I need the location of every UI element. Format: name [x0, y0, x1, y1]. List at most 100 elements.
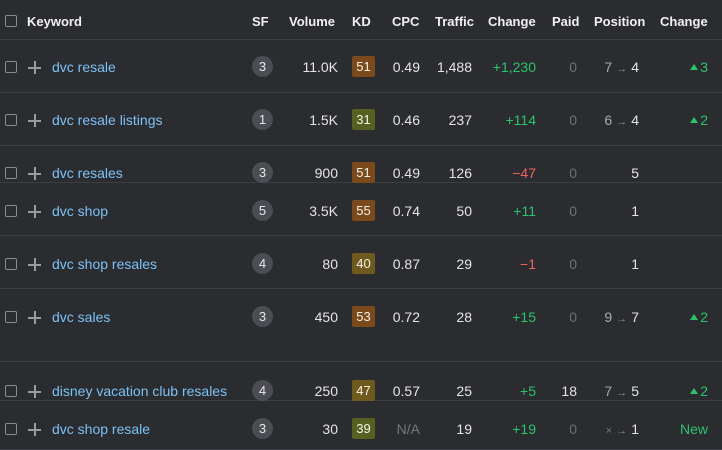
traffic-value: 19	[456, 421, 472, 437]
serp-features-badge[interactable]: 3	[252, 162, 273, 183]
traffic-change-value: +19	[512, 421, 536, 437]
volume-value: 30	[322, 421, 338, 437]
paid-value: 0	[569, 256, 577, 272]
volume-value: 250	[314, 383, 338, 399]
keyword-link[interactable]: dvc shop	[52, 203, 109, 219]
keyword-link[interactable]: dvc resales	[52, 165, 123, 181]
traffic-value: 28	[456, 309, 472, 325]
arrow-right-icon: →	[616, 425, 628, 437]
keyword-link[interactable]: dvc shop resale	[52, 421, 151, 437]
add-keyword-icon[interactable]	[28, 205, 41, 218]
serp-features-badge[interactable]: 3	[252, 56, 273, 77]
traffic-value: 25	[456, 383, 472, 399]
position-change-value: 2	[690, 309, 708, 325]
cpc-value: N/A	[396, 421, 420, 437]
serp-features-badge[interactable]: 3	[252, 418, 273, 439]
position-value: 6 → 4	[604, 112, 639, 128]
kd-badge: 55	[352, 200, 375, 221]
table-row: disney vacation club resales 4 250 47 0.57 25…	[0, 362, 722, 401]
kd-badge: 51	[352, 56, 375, 77]
traffic-change-value: +114	[505, 112, 537, 128]
arrow-up-icon	[690, 64, 699, 70]
serp-features-badge[interactable]: 4	[252, 380, 273, 401]
cpc-value: 0.46	[392, 112, 420, 128]
arrow-right-icon: →	[616, 63, 628, 75]
add-keyword-icon[interactable]	[28, 423, 41, 436]
keyword-link[interactable]: dvc sales	[52, 309, 111, 325]
row-checkbox[interactable]	[5, 258, 17, 270]
header-position[interactable]: Position	[594, 14, 646, 29]
paid-value: 0	[569, 112, 577, 128]
cpc-value: 0.49	[392, 165, 420, 181]
kd-badge: 31	[352, 109, 375, 130]
keyword-link[interactable]: disney vacation club resales	[52, 383, 228, 399]
header-change[interactable]: Change	[488, 14, 536, 29]
add-keyword-icon[interactable]	[28, 385, 41, 398]
traffic-value: 1,488	[436, 59, 472, 75]
row-checkbox[interactable]	[5, 423, 17, 435]
kd-badge: 40	[352, 253, 375, 274]
position-value: 7 → 4	[604, 59, 639, 75]
row-checkbox[interactable]	[5, 61, 17, 73]
arrow-up-icon	[690, 388, 699, 394]
header-volume[interactable]: Volume	[289, 14, 335, 29]
header-traffic[interactable]: Traffic	[435, 14, 475, 29]
traffic-change-value: +5	[520, 383, 536, 399]
volume-value: 900	[314, 165, 338, 181]
volume-value: 1.5K	[309, 112, 338, 128]
position-value: 1	[631, 203, 639, 219]
paid-value: 0	[569, 59, 577, 75]
position-change-value: New	[679, 421, 708, 437]
header-paid[interactable]: Paid	[552, 14, 580, 29]
header-cpc[interactable]: CPC	[392, 14, 420, 29]
add-keyword-icon[interactable]	[28, 311, 41, 324]
serp-features-badge[interactable]: 1	[252, 109, 273, 130]
paid-value: 0	[569, 309, 577, 325]
volume-value: 3.5K	[309, 203, 338, 219]
kd-badge: 39	[352, 418, 375, 439]
cpc-value: 0.49	[392, 59, 420, 75]
position-value: 1	[631, 256, 639, 272]
position-value: × → 1	[605, 421, 639, 437]
volume-value: 11.0K	[302, 59, 338, 75]
cpc-value: 0.74	[392, 203, 420, 219]
header-position-change[interactable]: Change	[660, 14, 708, 29]
table-row: dvc sales 3 450 53 0.72 28 +15 0 9 → 7 2	[0, 289, 722, 362]
arrow-up-icon	[690, 314, 699, 320]
header-sf[interactable]: SF	[252, 14, 269, 29]
traffic-value: 237	[448, 112, 472, 128]
select-all-checkbox[interactable]	[5, 15, 17, 27]
table-row: dvc resales 3 900 51 0.49 126 −47 0 5	[0, 146, 722, 183]
volume-value: 450	[314, 309, 338, 325]
row-checkbox[interactable]	[5, 114, 17, 126]
position-value: 9 → 7	[604, 309, 639, 325]
row-checkbox[interactable]	[5, 311, 17, 323]
traffic-change-value: −47	[512, 165, 536, 181]
row-checkbox[interactable]	[5, 205, 17, 217]
arrow-right-icon: →	[616, 116, 628, 128]
keyword-link[interactable]: dvc shop resales	[52, 256, 158, 272]
position-value: 5	[631, 165, 639, 181]
add-keyword-icon[interactable]	[28, 167, 41, 180]
header-kd[interactable]: KD	[352, 14, 371, 29]
add-keyword-icon[interactable]	[28, 258, 41, 271]
table-row: dvc shop 5 3.5K 55 0.74 50 +11 0 1	[0, 183, 722, 236]
table-row: dvc resale 3 11.0K 51 0.49 1,488 +1,230 0 7 → 4 3	[0, 40, 722, 93]
serp-features-badge[interactable]: 3	[252, 306, 273, 327]
keyword-link[interactable]: dvc resale	[52, 59, 116, 75]
add-keyword-icon[interactable]	[28, 61, 41, 74]
cpc-value: 0.87	[392, 256, 420, 272]
add-keyword-icon[interactable]	[28, 114, 41, 127]
paid-value: 0	[569, 165, 577, 181]
row-checkbox[interactable]	[5, 385, 17, 397]
header-keyword[interactable]: Keyword	[27, 14, 82, 29]
arrow-right-icon: →	[616, 313, 628, 325]
table-row: dvc shop resales 4 80 40 0.87 29 −1 0 1	[0, 236, 722, 289]
cpc-value: 0.72	[392, 309, 420, 325]
serp-features-badge[interactable]: 4	[252, 253, 273, 274]
kd-badge: 53	[352, 306, 375, 327]
row-checkbox[interactable]	[5, 167, 17, 179]
serp-features-badge[interactable]: 5	[252, 200, 273, 221]
keyword-link[interactable]: dvc resale listings	[52, 112, 163, 128]
paid-value: 0	[569, 203, 577, 219]
